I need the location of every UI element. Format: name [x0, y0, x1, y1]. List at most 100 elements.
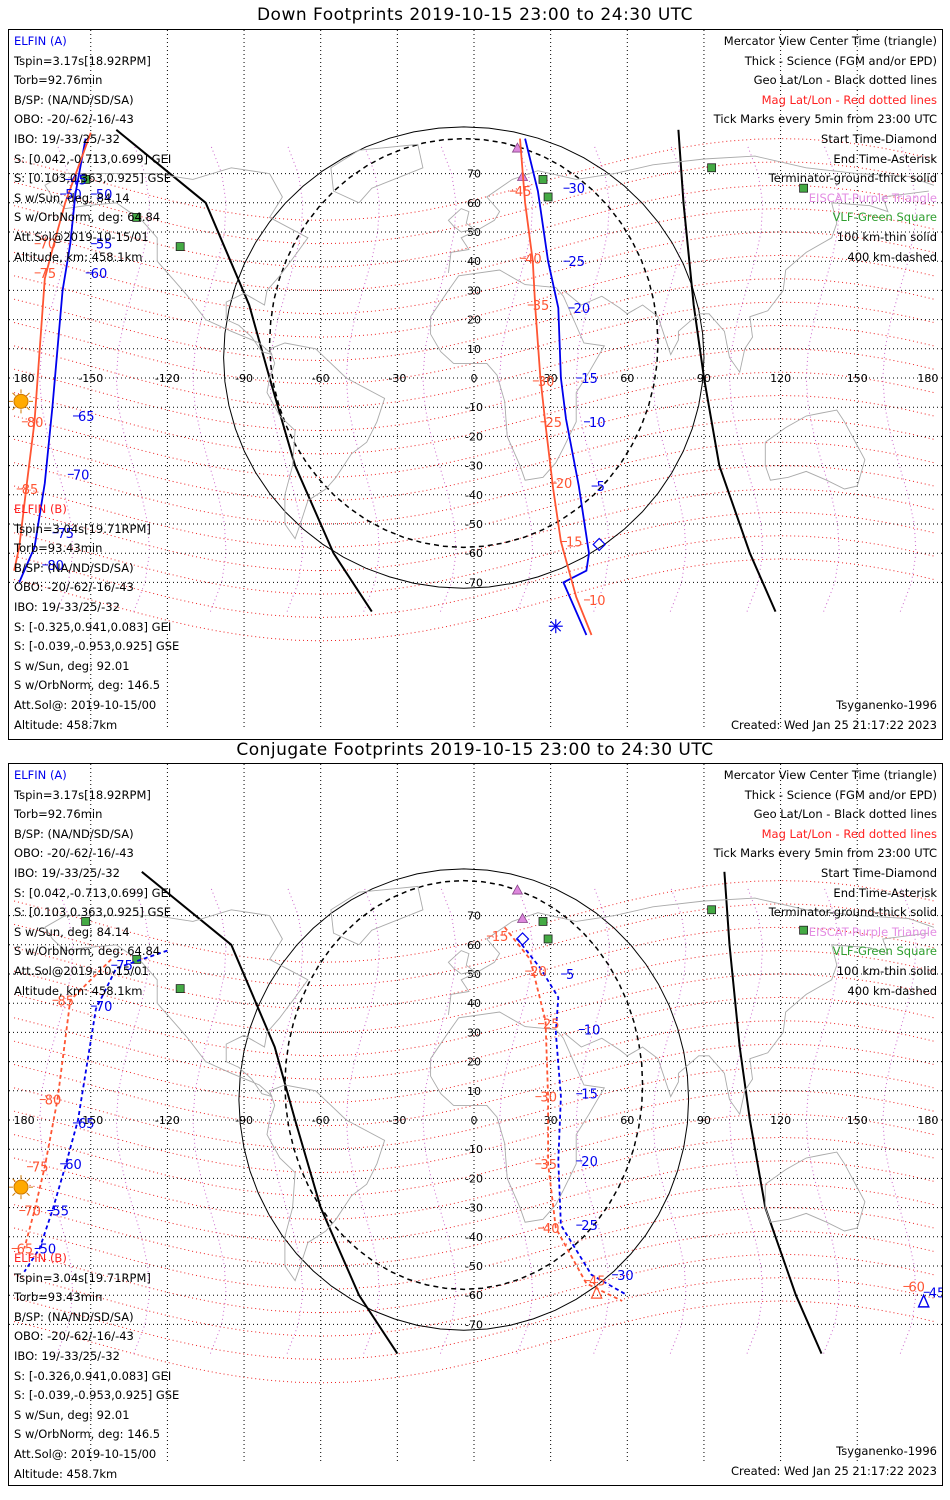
track-time-label: 55 [52, 1205, 69, 1220]
legend-item: Tick Marks every 5min from 23:00 UTC [713, 846, 937, 861]
mag-lon-line [652, 886, 687, 1354]
track-time-label: 50 [40, 1242, 57, 1257]
mag-lon-line [422, 144, 457, 612]
lat-tick-label: 40 [467, 997, 481, 1010]
lat-tick-label: -20 [465, 1172, 483, 1185]
elfin-b-line: Altitude: 458.7km [14, 1466, 118, 1481]
mag-lat-line [13, 973, 935, 1057]
lat-tick-label: 30 [467, 284, 481, 297]
terminator-line [723, 871, 823, 1355]
mag-lat-line [13, 231, 935, 315]
track-time-label: 20 [556, 477, 573, 492]
track-time-label: 30 [617, 1269, 634, 1284]
elfin-b-line: IBO: 19/-33/25/-32 [14, 599, 120, 614]
mag-lon-line [652, 144, 687, 612]
elfin-b-line: Att.Sol@: 2019-10-15/00 [14, 697, 157, 712]
track-time-label: 45 [929, 1286, 942, 1301]
lat-tick-label: 50 [467, 968, 481, 981]
mag-lat-line [13, 996, 935, 1080]
elfin-a-line: Att.Sol@2019-10-15/01 [14, 229, 149, 244]
mag-lat-line [13, 394, 935, 478]
track-time-label: 80 [27, 416, 44, 431]
mag-lat-line [13, 903, 935, 987]
start-diamond [515, 932, 530, 946]
mag-lon-line [39, 144, 74, 612]
lon-tick-label: 150 [847, 372, 868, 385]
coastline [563, 190, 929, 374]
elfin-b-line: OBO: -20/-62/-16/-43 [14, 1329, 134, 1344]
legend-item: 100 km-thin solid [836, 963, 937, 978]
elfin-a-line: Altitude, km: 458.1km [14, 983, 143, 998]
sun-icon [13, 393, 29, 409]
elfin-b-track [519, 138, 593, 636]
elfin-b-line: S: [-0.039,-0.953,0.925] GSE [14, 1388, 180, 1403]
track-time-label: 55 [96, 238, 113, 253]
track-time-label: 15 [581, 1088, 598, 1103]
track-time-label: 75 [40, 267, 57, 282]
mag-lat-line [13, 1020, 935, 1104]
mag-lat-line [13, 441, 935, 525]
track-time-label: 35 [540, 1158, 557, 1173]
coastline [330, 143, 424, 204]
lon-tick-label: -30 [388, 1114, 406, 1127]
coastline [330, 885, 424, 946]
elfin-b-line: Altitude: 458.7km [14, 717, 118, 732]
legend: Mercator View Center Time (triangle) Thi… [714, 766, 937, 1001]
legend-item: Thick - Science (FGM and/or EPD) [744, 53, 937, 68]
legend-item: VLF-Green Square [832, 944, 937, 959]
elfin-a-line: Torb=92.76min [14, 73, 103, 88]
mag-lat-line [13, 138, 935, 221]
mag-lat-line [13, 1253, 935, 1337]
sun-ray [26, 1192, 30, 1196]
elfin-a-info: ELFIN (A) Tspin=3.17s[18.92RPM] Torb=92.… [14, 766, 171, 1001]
elfin-b-line: Torb=93.43min [14, 1290, 103, 1305]
conjugate-footprints-panel: 180 -150 -120 -90 -60 -30 0 30 60 90 120 150 180 70 60… [8, 763, 943, 1486]
legend-item: VLF-Green Square [832, 210, 937, 225]
track-time-label: 10 [589, 416, 606, 431]
legend-item: Mercator View Center Time (triangle) [723, 768, 937, 782]
sun-ray [26, 406, 30, 411]
track-time-label: 85 [58, 994, 75, 1009]
mag-lat-line [13, 880, 935, 963]
mag-lon-line [499, 886, 534, 1354]
lat-tick-label: 60 [467, 197, 481, 210]
coastline [447, 897, 935, 1015]
elfin-b-line: IBO: 19/-33/25/-32 [14, 1348, 120, 1363]
mag-lon-line [192, 144, 227, 612]
track-time-label: 60 [65, 1158, 82, 1173]
elfin-b-line: Att.Sol@: 2019-10-15/00 [14, 1446, 157, 1461]
elfin-a-line: IBO: 19/-33/25/-32 [14, 865, 120, 880]
elfin-a-line: B/SP: (NA/ND/SD/SA) [14, 826, 134, 841]
mag-lat-line [13, 1183, 935, 1267]
track-time-label: 15 [492, 930, 509, 945]
coastline [44, 909, 309, 1098]
legend-item: Terminator-ground-thick solid [768, 171, 937, 186]
track-time-label: 75 [116, 959, 133, 974]
lat-tick-label: 70 [467, 910, 481, 923]
legend-item: End Time-Asterisk [833, 885, 937, 900]
elfin-a-line: Torb=92.76min [14, 807, 103, 822]
lat-tick-label: -70 [465, 1318, 483, 1331]
legend-item: Start Time-Diamond [821, 865, 937, 880]
track-time-label: 5 [566, 968, 574, 983]
mag-lat-line [13, 1300, 935, 1384]
lon-tick-label: 60 [620, 1114, 634, 1127]
elfin-a-line: S w/OrbNorm, deg: 64.84 [14, 210, 161, 225]
mag-lon-line [115, 886, 151, 1354]
lat-tick-label: 30 [467, 1026, 481, 1039]
track-time-label: 35 [533, 299, 550, 314]
lat-tick-label: -10 [465, 1143, 483, 1156]
elfin-a-track [23, 949, 168, 1273]
created-label: Created: Wed Jan 25 21:17:22 2023 [730, 718, 937, 732]
elfin-a-line: S: [0.042,-0.713,0.699] GEI [14, 885, 172, 900]
lat-tick-label: -50 [465, 1260, 483, 1273]
terminator-line [677, 129, 777, 613]
mag-lon-line [345, 144, 380, 612]
lat-tick-label: 20 [467, 314, 481, 327]
track-time-label: 50 [65, 188, 82, 203]
track-time-label: 65 [78, 410, 95, 425]
mag-lat-line [13, 1113, 935, 1197]
elfin-b-line: Tspin=3.04s[19.71RPM] [14, 521, 151, 536]
elfin-a-line: IBO: 19/-33/25/-32 [14, 131, 120, 146]
lat-tick-label: -60 [465, 1289, 483, 1302]
